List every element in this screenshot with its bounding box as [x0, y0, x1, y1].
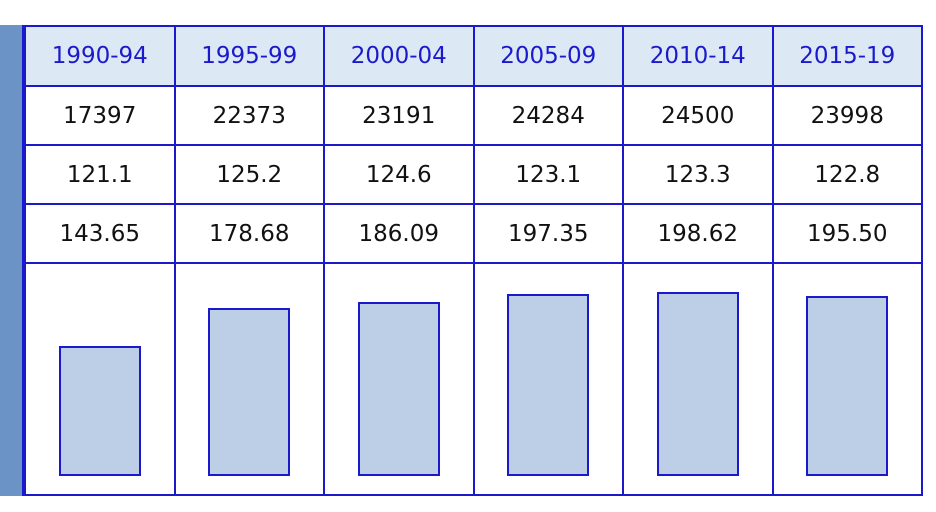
table-cell: 125.2 — [173, 144, 325, 205]
bar-cell — [771, 262, 923, 496]
table-cell: 143.65 — [24, 203, 176, 264]
table-cell: 123.1 — [472, 144, 624, 205]
table-cell: 178.68 — [173, 203, 325, 264]
table-cell: 121.1 — [24, 144, 176, 205]
header-row: 1990-94 1995-99 2000-04 2005-09 2010-14 … — [24, 25, 923, 87]
column-header-2000-04: 2000-04 — [323, 25, 475, 87]
bar-cell — [323, 262, 475, 496]
column-header-2015-19: 2015-19 — [771, 25, 923, 87]
table-cell: 23191 — [323, 85, 475, 146]
bar-1990-94 — [58, 346, 141, 476]
table-cell: 186.09 — [323, 203, 475, 264]
bar-2010-14 — [656, 292, 739, 476]
table-cell: 122.8 — [771, 144, 923, 205]
bar-2000-04 — [357, 302, 440, 476]
column-header-1995-99: 1995-99 — [173, 25, 325, 87]
bar-2015-19 — [806, 296, 889, 476]
data-table: 1990-94 1995-99 2000-04 2005-09 2010-14 … — [24, 25, 923, 496]
table-cell: 197.35 — [472, 203, 624, 264]
table-row: 121.1 125.2 124.6 123.1 123.3 122.8 — [24, 144, 923, 205]
row-header-stub — [0, 25, 24, 496]
bar-cell — [173, 262, 325, 496]
table-row: 17397 22373 23191 24284 24500 23998 — [24, 85, 923, 146]
table-cell: 198.62 — [622, 203, 774, 264]
column-header-2010-14: 2010-14 — [622, 25, 774, 87]
bar-2005-09 — [507, 294, 590, 476]
bar-1995-99 — [208, 308, 291, 476]
table-row: 143.65 178.68 186.09 197.35 198.62 195.5… — [24, 203, 923, 264]
column-header-1990-94: 1990-94 — [24, 25, 176, 87]
table-cell: 124.6 — [323, 144, 475, 205]
table-cell: 195.50 — [771, 203, 923, 264]
table-cell: 24500 — [622, 85, 774, 146]
bar-cell — [472, 262, 624, 496]
column-header-2005-09: 2005-09 — [472, 25, 624, 87]
table-cell: 22373 — [173, 85, 325, 146]
table-cell: 123.3 — [622, 144, 774, 205]
bar-cell — [24, 262, 176, 496]
table-cell: 17397 — [24, 85, 176, 146]
table-cell: 23998 — [771, 85, 923, 146]
table-cell: 24284 — [472, 85, 624, 146]
bar-cell — [622, 262, 774, 496]
bar-row — [24, 262, 923, 496]
